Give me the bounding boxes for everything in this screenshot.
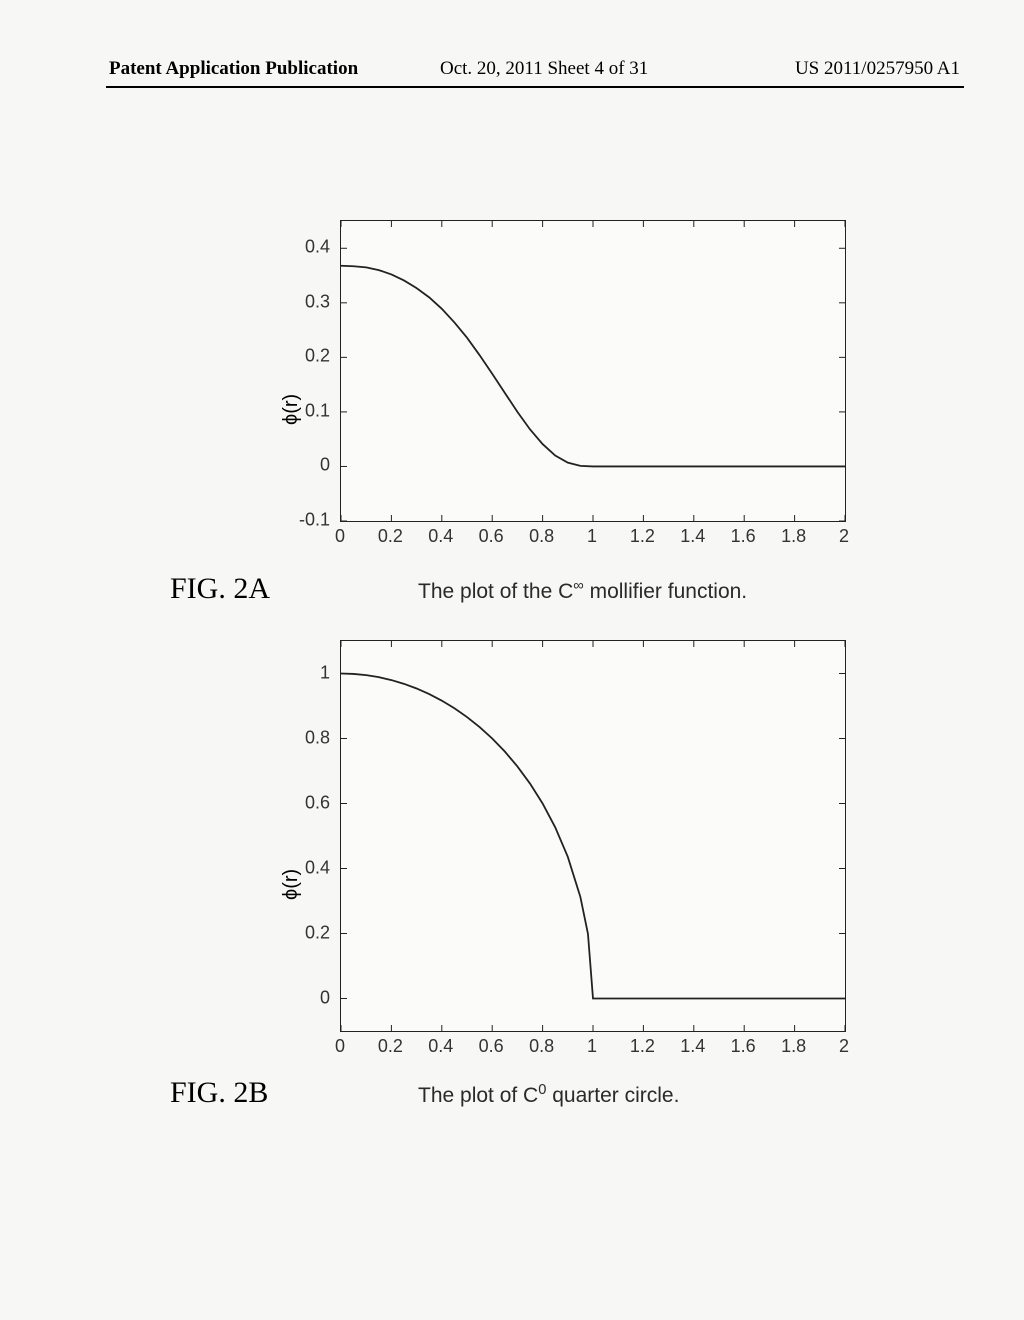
figure-2a: ϕ(r) 00.20.40.60.811.21.41.61.82 -0.100.… [170,220,890,610]
xtick-label: 1.4 [680,526,705,547]
fig2a-label: FIG. 2A [170,572,270,606]
fig2b-ytick-labels: 0 0.2 0.4 0.6 0.8 1 [286,640,336,1030]
figure-2b: ϕ(r) 00.20.40.60.811.21.41.61.82 00.20.4… [170,640,890,1120]
fig2b-svg [341,641,845,1031]
ytick-label: 1 [286,662,330,683]
fig2a-plotbox [340,220,846,522]
xtick-label: 1.2 [630,526,655,547]
header-left: Patent Application Publication [109,58,358,80]
fig2a-xtick-labels: 00.20.40.60.811.21.41.61.82 [340,526,844,550]
xtick-label: 0.6 [479,526,504,547]
xtick-label: 2 [839,526,849,547]
ytick-label: 0.2 [286,922,330,943]
page-root: Patent Application Publication Oct. 20, … [0,0,1024,1320]
fig2b-curve [341,674,845,999]
xtick-label: 0.6 [479,1036,504,1057]
xtick-label: 1 [587,1036,597,1057]
fig2b-xtick-labels: 00.20.40.60.811.21.41.61.82 [340,1036,844,1060]
ytick-label: 0 [286,455,330,476]
ytick-label: -0.1 [286,510,330,531]
fig2b-plotbox [340,640,846,1032]
fig2a-cap-suf: mollifier function. [584,580,747,603]
fig2b-cap-suf: quarter circle. [546,1084,679,1107]
fig2a-svg [341,221,845,521]
xtick-label: 0.8 [529,526,554,547]
ytick-label: 0.4 [286,857,330,878]
xtick-label: 0.8 [529,1036,554,1057]
xtick-label: 0.2 [378,526,403,547]
xtick-label: 1.8 [781,1036,806,1057]
xtick-label: 2 [839,1036,849,1057]
fig2b-caption: The plot of C0 quarter circle. [418,1082,679,1108]
fig2a-cap-sup: ∞ [573,578,583,594]
fig2b-cap-pre: The plot of C [418,1084,538,1107]
ytick-label: 0.2 [286,346,330,367]
xtick-label: 1.6 [731,1036,756,1057]
ytick-label: 0.1 [286,400,330,421]
fig2a-caption: The plot of the C∞ mollifier function. [418,578,747,604]
xtick-label: 1.6 [731,526,756,547]
fig2a-ytick-labels: -0.100.10.20.30.4 [286,220,336,520]
ytick-label: 0 [286,987,330,1008]
header-mid: Oct. 20, 2011 Sheet 4 of 31 [440,58,648,80]
xtick-label: 0 [335,1036,345,1057]
ytick-label: 0.3 [286,291,330,312]
xtick-label: 0.4 [428,526,453,547]
header-rule [106,86,964,88]
xtick-label: 0.2 [378,1036,403,1057]
ytick-label: 0.8 [286,727,330,748]
xtick-label: 0 [335,526,345,547]
xtick-label: 0.4 [428,1036,453,1057]
fig2a-curve [341,266,845,467]
header-right: US 2011/0257950 A1 [795,58,960,80]
ytick-label: 0.6 [286,792,330,813]
xtick-label: 1.2 [630,1036,655,1057]
xtick-label: 1.4 [680,1036,705,1057]
xtick-label: 1 [587,526,597,547]
fig2a-cap-pre: The plot of the C [418,580,573,603]
xtick-label: 1.8 [781,526,806,547]
ytick-label: 0.4 [286,237,330,258]
fig2b-label: FIG. 2B [170,1076,268,1110]
